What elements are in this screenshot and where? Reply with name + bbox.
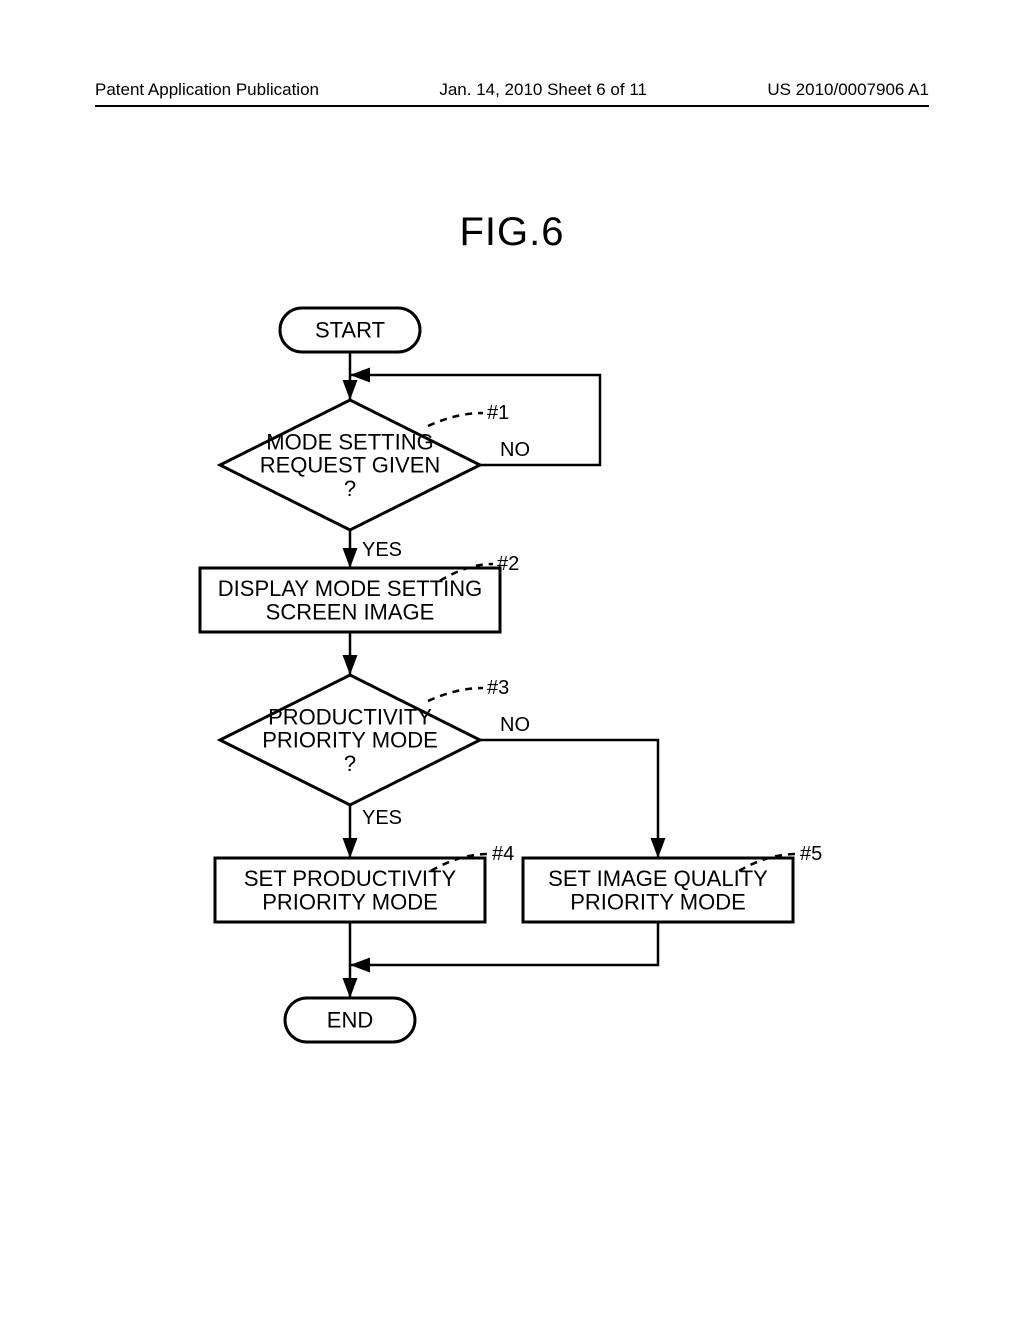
- header-center: Jan. 14, 2010 Sheet 6 of 11: [439, 80, 647, 100]
- ref-label: #5: [800, 843, 822, 865]
- node-text: END: [327, 1008, 373, 1033]
- node-text: MODE SETTING: [266, 430, 433, 455]
- node-text: SET PRODUCTIVITY: [244, 866, 457, 891]
- ref-label: #4: [492, 843, 514, 865]
- header-left: Patent Application Publication: [95, 80, 319, 100]
- ref-label: #2: [497, 553, 519, 575]
- node-text: PRIORITY MODE: [570, 889, 746, 914]
- node-text: SCREEN IMAGE: [266, 599, 435, 624]
- node-text: ?: [344, 751, 356, 776]
- flow-edge: [350, 922, 658, 965]
- node-text: START: [315, 318, 385, 343]
- node-text: PRODUCTIVITY: [268, 705, 432, 730]
- ref-leader: [428, 413, 483, 426]
- ref-leader: [428, 688, 483, 701]
- node-text: REQUEST GIVEN: [260, 453, 441, 478]
- node-text: ?: [344, 476, 356, 501]
- page: Patent Application Publication Jan. 14, …: [0, 0, 1024, 1320]
- edge-label: YES: [362, 539, 402, 561]
- edge-label: YES: [362, 807, 402, 829]
- node-text: PRIORITY MODE: [262, 889, 438, 914]
- header-right: US 2010/0007906 A1: [767, 80, 929, 100]
- page-header: Patent Application Publication Jan. 14, …: [95, 80, 929, 100]
- header-rule: [95, 105, 929, 107]
- ref-label: #1: [487, 402, 509, 424]
- node-text: SET IMAGE QUALITY: [548, 866, 768, 891]
- ref-label: #3: [487, 677, 509, 699]
- flow-edge: [480, 740, 658, 858]
- edge-label: NO: [500, 714, 530, 736]
- edge-label: NO: [500, 439, 530, 461]
- flowchart: YES NO YES NO START MODE SETTINGREQUEST GIVEN…: [100, 300, 920, 1080]
- node-text: PRIORITY MODE: [262, 728, 438, 753]
- figure-title: FIG.6: [0, 210, 1024, 255]
